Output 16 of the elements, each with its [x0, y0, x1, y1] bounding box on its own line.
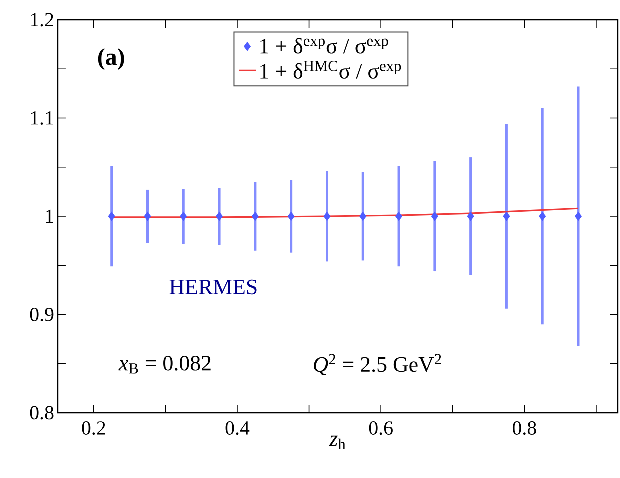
y-tick-label: 1.1 [31, 112, 54, 125]
x-tick-label: 0.2 [82, 422, 106, 436]
annotation: x$_{B}$ = 0.082 [118, 356, 211, 374]
legend-label: 1 + δ$^{exp}$σ / σ$^{exp}$ [260, 38, 388, 54]
legend-label: 1 + δ$^{HMC}$σ / σ$^{exp}$ [260, 61, 402, 79]
y-tick-label: 0.8 [30, 406, 54, 420]
x-tick-label: 0.8 [512, 422, 536, 436]
x-tick-label: 0.4 [226, 422, 250, 436]
annotation: Q$^{2}$ = 2.5 GeV$^{2}$ [314, 354, 442, 376]
x-tick-label: 0.6 [369, 422, 393, 436]
y-tick-label: 0.9 [30, 308, 54, 322]
x-axis-title: z$_{h}$ [329, 436, 346, 450]
y-tick-label: 1.2 [31, 13, 54, 27]
y-tick-label: 1 [46, 210, 54, 224]
annotation: (a) [98, 48, 124, 70]
annotation: HERMES [170, 280, 257, 295]
